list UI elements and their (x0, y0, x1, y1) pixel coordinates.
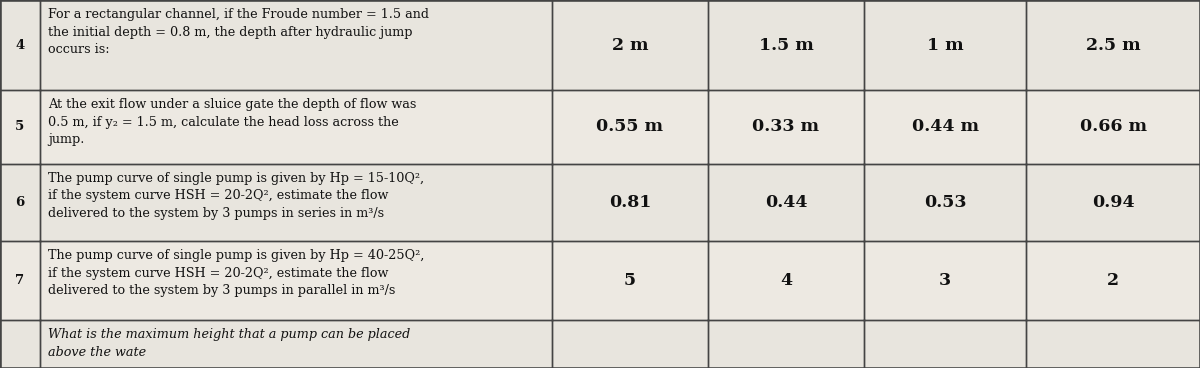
Bar (1026, 90, 1200, 164)
Text: 0.44 m: 0.44 m (912, 118, 978, 135)
Text: For a rectangular channel, if the Froude number = 1.5 and
the initial depth = 0.: For a rectangular channel, if the Froude… (48, 8, 430, 56)
Text: 2.5 m: 2.5 m (1086, 36, 1140, 54)
Text: 0.81: 0.81 (608, 194, 652, 211)
Text: 5: 5 (16, 120, 24, 134)
Bar (1026, 241, 1200, 320)
Bar (552, 241, 708, 320)
Bar (864, 90, 1026, 164)
Bar (708, 164, 864, 241)
Bar (552, 90, 708, 164)
Text: At the exit flow under a sluice gate the depth of flow was
0.5 m, if y₂ = 1.5 m,: At the exit flow under a sluice gate the… (48, 98, 416, 146)
Text: 2: 2 (1108, 272, 1120, 289)
Text: 6: 6 (16, 196, 24, 209)
Text: 0.53: 0.53 (924, 194, 966, 211)
Bar (708, 320, 864, 368)
Bar (864, 241, 1026, 320)
Text: 5: 5 (624, 272, 636, 289)
Bar (864, 320, 1026, 368)
Bar (1026, 320, 1200, 368)
Bar (1026, 164, 1200, 241)
Bar (40, 164, 552, 241)
Bar (708, 241, 864, 320)
Bar (0, 320, 40, 368)
Bar (552, 164, 708, 241)
Bar (552, 320, 708, 368)
Text: 4: 4 (780, 272, 792, 289)
Text: 0.33 m: 0.33 m (752, 118, 820, 135)
Bar (708, 90, 864, 164)
Bar (0, 164, 40, 241)
Text: The pump curve of single pump is given by Hp = 15-10Q²,
if the system curve HSH : The pump curve of single pump is given b… (48, 172, 424, 220)
Text: 7: 7 (16, 274, 24, 287)
Text: 0.55 m: 0.55 m (596, 118, 664, 135)
Bar (708, 0, 864, 90)
Bar (0, 0, 40, 90)
Text: 2 m: 2 m (612, 36, 648, 54)
Text: What is the maximum height that a pump can be placed
above the wate: What is the maximum height that a pump c… (48, 328, 410, 359)
Text: The pump curve of single pump is given by Hp = 40-25Q²,
if the system curve HSH : The pump curve of single pump is given b… (48, 249, 425, 297)
Bar (40, 320, 552, 368)
Bar (1026, 0, 1200, 90)
Bar (40, 241, 552, 320)
Text: 1.5 m: 1.5 m (758, 36, 814, 54)
Bar (0, 90, 40, 164)
Text: 0.44: 0.44 (764, 194, 808, 211)
Bar (40, 0, 552, 90)
Text: 0.94: 0.94 (1092, 194, 1134, 211)
Text: 1 m: 1 m (926, 36, 964, 54)
Text: 4: 4 (16, 39, 24, 52)
Bar (0, 241, 40, 320)
Text: 0.66 m: 0.66 m (1080, 118, 1146, 135)
Text: 3: 3 (938, 272, 952, 289)
Bar (864, 164, 1026, 241)
Bar (552, 0, 708, 90)
Bar (40, 90, 552, 164)
Bar (864, 0, 1026, 90)
